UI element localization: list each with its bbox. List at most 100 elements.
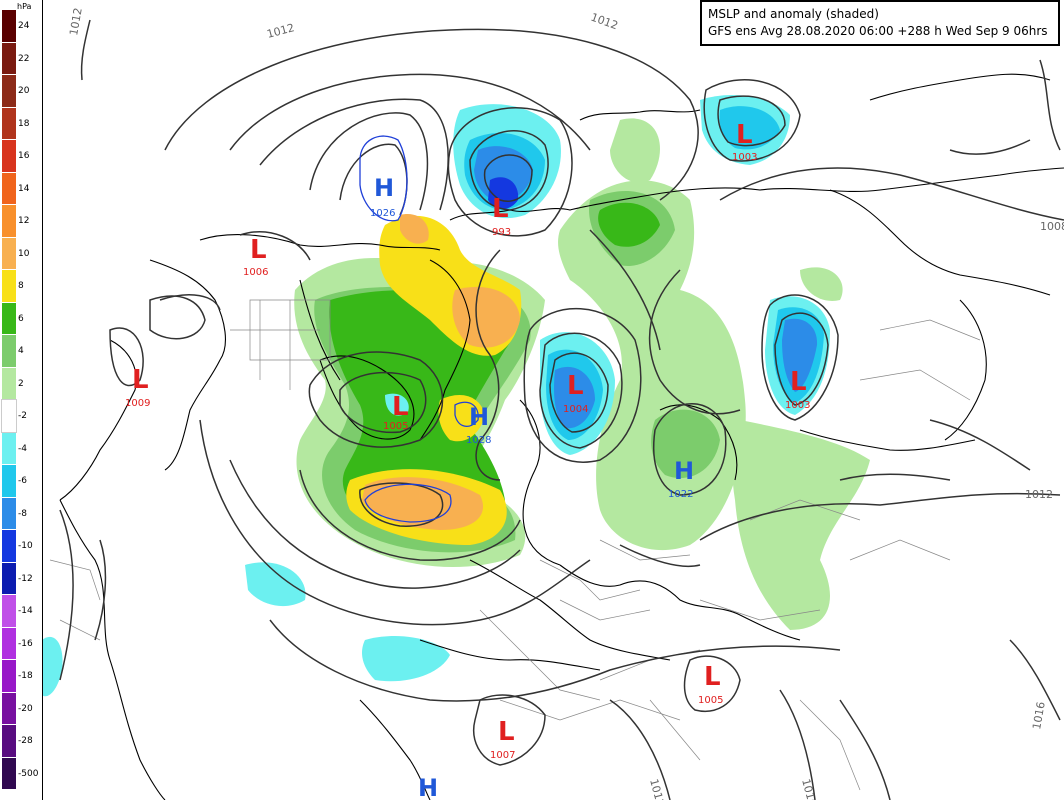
colorbar-swatch [2,432,16,464]
colorbar-swatch [2,497,16,529]
center-letter: L [250,235,267,265]
center-value: 1004 [563,404,588,415]
center-value: 1003 [785,400,810,411]
colorbar-swatch [2,302,16,334]
contour-label: 1012 [265,21,295,41]
center-letter: H [418,774,438,800]
map-title-box: MSLP and anomaly (shaded) GFS ens Avg 28… [700,0,1060,46]
center-letter: H [469,403,489,431]
colorbar-swatch [2,562,16,594]
low-center-marker: L 993 [492,194,511,238]
anomaly-shading [42,95,870,697]
low-center-marker: L 1004 [563,371,588,415]
colorbar-swatch [2,107,16,139]
center-letter: L [790,367,807,397]
colorbar-label: -4 [18,443,27,454]
center-value: 1026 [370,208,395,219]
center-letter: L [498,717,515,747]
colorbar-label: 12 [18,216,30,227]
center-letter: H [374,174,394,202]
colorbar-label: 6 [18,313,24,324]
low-center-marker: L 1007 [490,717,515,761]
colorbar-label: 20 [18,86,30,97]
colorbar-label: -14 [18,606,33,617]
center-value: 1006 [243,267,268,278]
isobars [59,19,1064,800]
colorbar-swatch [2,75,16,107]
colorbar-swatch [2,660,16,692]
colorbar-label: 22 [18,53,30,64]
colorbar-label: 14 [18,183,30,194]
low-center-marker: L 1003 [785,367,810,411]
center-letter: L [132,365,149,395]
center-value: 1022 [668,489,693,500]
center-letter: H [674,457,694,485]
high-center-marker: H 1026 [370,174,395,219]
center-value: 1003 [732,152,757,163]
colorbar-label: -28 [18,736,33,747]
pressure-centers: H 1026 L 993 L 1003 L 1006 L 1009 L 1005… [125,120,810,800]
contour-label: 1012 [647,777,667,800]
colorbar-swatch [2,172,16,204]
colorbar-swatch [2,10,16,42]
map-subtitle: GFS ens Avg 28.08.2020 06:00 +288 h Wed … [708,24,1048,38]
colorbar-label: -12 [18,573,33,584]
contour-label: 1016 [1030,701,1048,731]
map-title: MSLP and anomaly (shaded) [708,7,879,21]
colorbar-label: 24 [18,21,30,32]
colorbar-label: -20 [18,703,33,714]
colorbar-swatch [2,627,16,659]
colorbar-label: -2 [18,411,27,422]
colorbar-swatch [2,465,16,497]
anomaly-colorbar: hPa 24 22 20 18 16 14 12 10 8 6 4 2 -2 -4 -6 -8 -10 -12 -1… [0,0,43,800]
country-borders [49,299,981,791]
center-letter: L [567,371,584,401]
contour-label: 1008 [1040,220,1064,233]
high-center-marker: H 1028 [466,403,491,446]
low-center-marker: L 1006 [243,235,268,278]
contour-label: 1016 [799,777,819,800]
center-letter: L [704,662,721,692]
colorbar-swatch [2,42,16,74]
colorbar-swatch [2,595,16,627]
colorbar-swatch [2,335,16,367]
colorbar-label: 18 [18,118,30,129]
low-center-marker: L 1003 [732,120,757,163]
colorbar-swatch [2,692,16,724]
colorbar-label: 16 [18,151,30,162]
center-letter: L [392,392,409,422]
colorbar-unit: hPa [17,2,32,11]
colorbar-swatch [2,367,16,399]
colorbar-label: 8 [18,281,24,292]
contour-label: 1012 [67,7,85,37]
colorbar-swatch [2,530,16,562]
low-center-marker: L 1005 [383,392,409,432]
center-value: 1009 [125,398,150,409]
colorbar-label: -10 [18,541,33,552]
center-value: 1005 [698,695,723,706]
colorbar-swatch [1,399,17,433]
colorbar-swatch [2,140,16,172]
high-center-marker: H [418,774,438,800]
contour-label: 1012 [589,11,620,33]
contour-label: 1012 [1025,488,1053,501]
center-value: 1007 [490,750,515,761]
colorbar-swatch [2,725,16,757]
colorbar-label: 2 [18,378,24,389]
colorbar-swatch [2,270,16,302]
colorbar-label: 4 [18,346,24,357]
center-value: 1005 [383,421,408,432]
colorbar-label: -16 [18,638,33,649]
center-value: 1028 [466,435,491,446]
low-center-marker: L 1005 [698,662,723,706]
colorbar-label: -6 [18,476,27,487]
colorbar-label: -500 [18,768,39,779]
colorbar-swatch [2,205,16,237]
high-contour [359,135,479,523]
colorbar-swatch [2,757,16,789]
colorbar-swatch [2,237,16,269]
center-letter: L [736,120,753,150]
colorbar-label: 10 [18,248,30,259]
high-center-marker: H 1022 [668,457,694,500]
